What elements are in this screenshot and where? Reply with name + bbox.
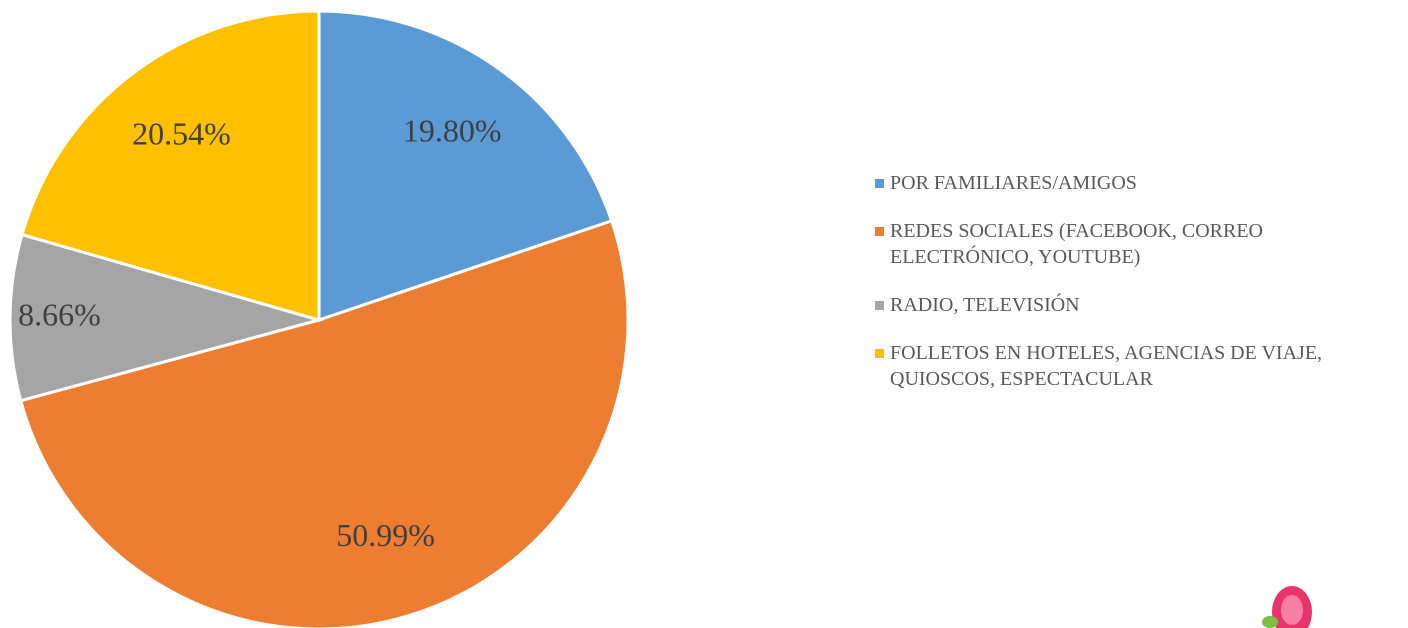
- legend-swatch: [875, 179, 884, 188]
- legend-item: REDES SOCIALES (FACEBOOK, CORREO ELECTRÓ…: [875, 218, 1395, 270]
- legend-label: REDES SOCIALES (FACEBOOK, CORREO ELECTRÓ…: [890, 218, 1395, 270]
- legend: POR FAMILIARES/AMIGOS REDES SOCIALES (FAC…: [875, 170, 1395, 414]
- data-label: 19.80%: [403, 113, 502, 149]
- legend-item: POR FAMILIARES/AMIGOS: [875, 170, 1395, 196]
- legend-label: RADIO, TELEVISIÓN: [890, 292, 1080, 318]
- legend-swatch: [875, 349, 884, 358]
- data-label: 8.66%: [18, 296, 101, 332]
- legend-item: FOLLETOS EN HOTELES, AGENCIAS DE VIAJE, …: [875, 340, 1395, 392]
- legend-item: RADIO, TELEVISIÓN: [875, 292, 1395, 318]
- body: 19.80% 50.99% 8.66% 20.54% POR FAMILIARES/A…: [0, 0, 1408, 628]
- page: {"chart_data": {"type": "pie", "categori…: [0, 0, 1408, 628]
- pie: 19.80% 50.99% 8.66% 20.54%: [10, 11, 628, 628]
- legend-swatch: [875, 301, 884, 310]
- legend-swatch: [875, 227, 884, 236]
- decoration: [1262, 586, 1312, 628]
- legend-label: POR FAMILIARES/AMIGOS: [890, 170, 1137, 196]
- data-label: 20.54%: [132, 116, 231, 152]
- legend-label: FOLLETOS EN HOTELES, AGENCIAS DE VIAJE, …: [890, 340, 1395, 392]
- data-label: 50.99%: [336, 517, 435, 553]
